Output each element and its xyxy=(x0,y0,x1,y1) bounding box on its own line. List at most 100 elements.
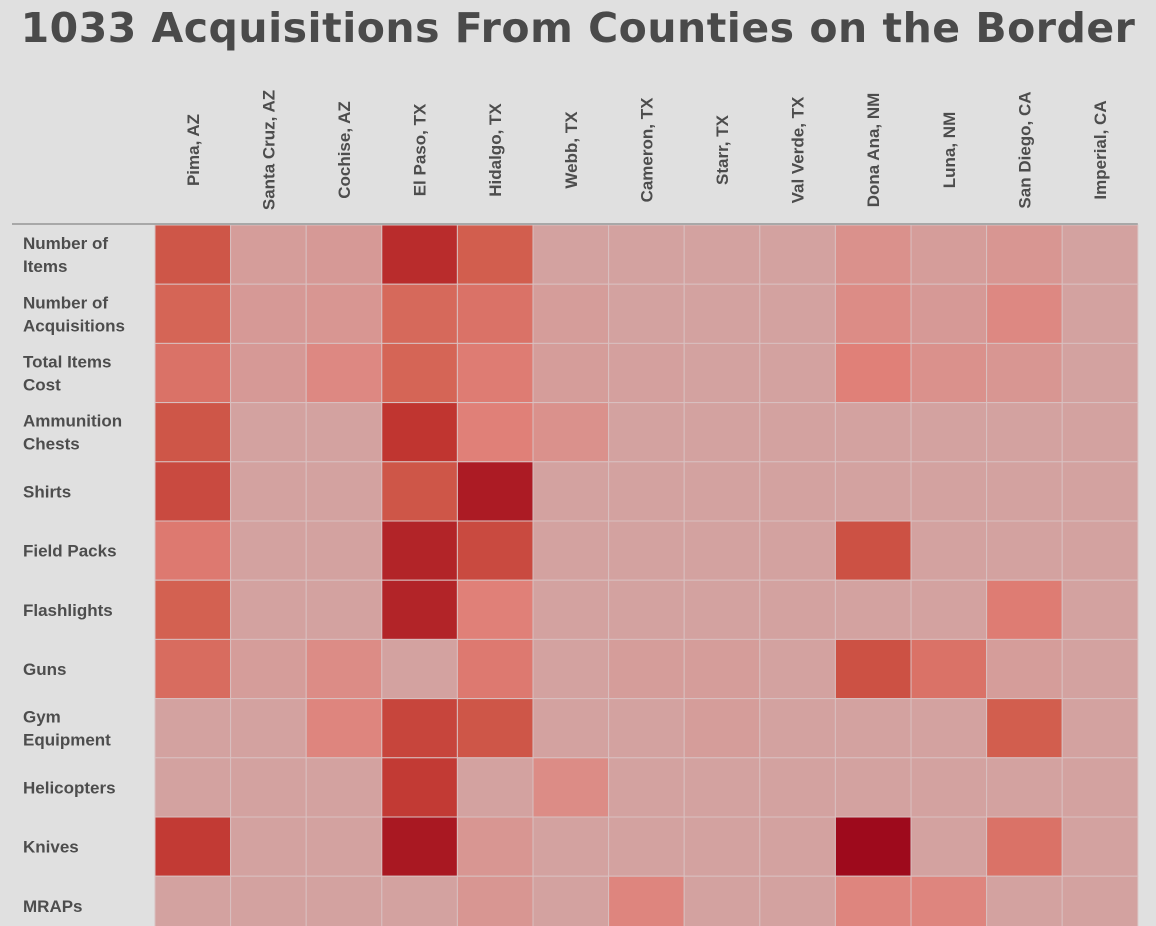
heatmap-cell xyxy=(381,224,458,285)
heatmap-cell xyxy=(910,816,988,877)
heatmap-cell xyxy=(608,402,685,463)
heatmap-cells xyxy=(154,224,1139,926)
column-label: El Paso, TX xyxy=(411,103,430,196)
heatmap-cell xyxy=(759,283,836,344)
heatmap-cell xyxy=(683,402,761,463)
column-label: Starr, TX xyxy=(713,114,732,185)
heatmap-cell xyxy=(305,520,383,581)
heatmap-cell xyxy=(1061,579,1139,640)
heatmap-cell xyxy=(381,638,458,700)
heatmap-cell xyxy=(532,520,610,581)
heatmap-cell xyxy=(230,698,307,759)
heatmap-cell xyxy=(1061,875,1139,926)
heatmap-cell xyxy=(230,816,307,877)
heatmap-cell xyxy=(834,402,912,463)
heatmap-cell xyxy=(1061,698,1139,759)
heatmap-cell xyxy=(532,698,610,759)
heatmap-cell xyxy=(230,342,307,404)
heatmap-cell xyxy=(1061,402,1139,463)
heatmap-cell xyxy=(230,579,307,640)
heatmap-cell xyxy=(759,461,836,522)
heatmap-cell xyxy=(305,461,383,522)
heatmap-cell xyxy=(683,224,761,285)
heatmap-cell xyxy=(910,698,988,759)
heatmap-cell xyxy=(608,875,685,926)
heatmap-cell xyxy=(305,638,383,700)
heatmap-cell xyxy=(305,224,383,285)
heatmap-cell xyxy=(986,283,1063,344)
heatmap-cell xyxy=(532,757,610,818)
row-label: Acquisitions xyxy=(23,316,125,335)
heatmap-cell xyxy=(910,461,988,522)
row-label: Cost xyxy=(23,376,61,395)
row-label: Knives xyxy=(23,838,79,857)
heatmap-cell xyxy=(456,342,534,404)
heatmap-cell xyxy=(759,757,836,818)
row-label: Chests xyxy=(23,435,80,454)
heatmap-cell xyxy=(759,875,836,926)
heatmap-cell xyxy=(910,224,988,285)
heatmap-cell xyxy=(759,638,836,700)
column-label: Hidalgo, TX xyxy=(486,103,505,197)
heatmap-cell xyxy=(532,875,610,926)
heatmap-cell xyxy=(154,402,232,463)
chart-title: 1033 Acquisitions From Counties on the B… xyxy=(20,4,1136,52)
heatmap-cell xyxy=(1061,342,1139,404)
heatmap-cell xyxy=(608,698,685,759)
heatmap-cell xyxy=(683,698,761,759)
heatmap-cell xyxy=(1061,520,1139,581)
column-label: Pima, AZ xyxy=(184,114,203,186)
heatmap-cell xyxy=(986,698,1063,759)
row-label: Number of xyxy=(23,234,108,253)
row-label: Equipment xyxy=(23,731,111,750)
row-label: Field Packs xyxy=(23,542,117,561)
heatmap-cell xyxy=(230,402,307,463)
heatmap-cell xyxy=(834,816,912,877)
heatmap-cell xyxy=(305,342,383,404)
heatmap-cell xyxy=(683,757,761,818)
heatmap-cell xyxy=(305,283,383,344)
heatmap-cell xyxy=(986,461,1063,522)
heatmap-cell xyxy=(1061,224,1139,285)
heatmap-cell xyxy=(456,816,534,877)
heatmap-cell xyxy=(1061,816,1139,877)
heatmap-cell xyxy=(456,402,534,463)
heatmap-cell xyxy=(456,638,534,700)
heatmap-cell xyxy=(986,579,1063,640)
heatmap-cell xyxy=(1061,461,1139,522)
heatmap-cell xyxy=(532,816,610,877)
heatmap-cell xyxy=(834,579,912,640)
row-label: Gym xyxy=(23,708,61,727)
heatmap-cell xyxy=(759,698,836,759)
heatmap-cell xyxy=(608,757,685,818)
heatmap-cell xyxy=(305,402,383,463)
heatmap-cell xyxy=(910,875,988,926)
heatmap-cell xyxy=(456,461,534,522)
heatmap-cell xyxy=(230,283,307,344)
heatmap-cell xyxy=(532,579,610,640)
heatmap-cell xyxy=(608,461,685,522)
column-label: Luna, NM xyxy=(940,112,959,189)
column-labels: Pima, AZ Santa Cruz, AZ Cochise, AZ El Paso… xyxy=(184,90,1110,210)
row-label: Flashlights xyxy=(23,601,113,620)
heatmap-cell xyxy=(532,342,610,404)
heatmap-cell xyxy=(154,698,232,759)
heatmap-cell xyxy=(305,757,383,818)
heatmap-cell xyxy=(154,520,232,581)
heatmap-cell xyxy=(1061,638,1139,700)
row-label: Items xyxy=(23,257,67,276)
heatmap-cell xyxy=(154,224,232,285)
heatmap-cell xyxy=(381,816,458,877)
heatmap-cell xyxy=(910,638,988,700)
heatmap-cell xyxy=(456,579,534,640)
heatmap-cell xyxy=(910,757,988,818)
heatmap-cell xyxy=(608,816,685,877)
heatmap-cell xyxy=(683,579,761,640)
heatmap-cell xyxy=(683,520,761,581)
heatmap-cell xyxy=(154,342,232,404)
row-label: Shirts xyxy=(23,482,71,501)
row-label: Ammunition xyxy=(23,412,122,431)
heatmap-cell xyxy=(154,875,232,926)
heatmap-cell xyxy=(683,342,761,404)
